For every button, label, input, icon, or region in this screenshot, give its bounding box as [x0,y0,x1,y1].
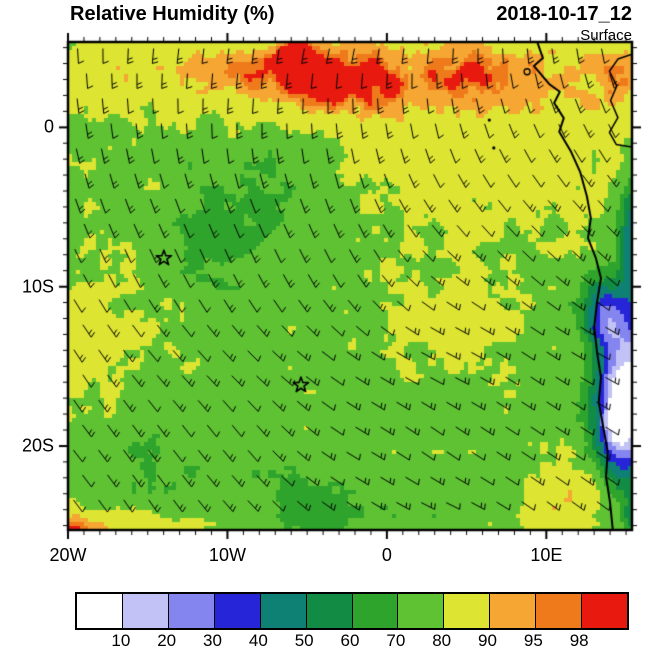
y-tick-label: 0 [43,116,54,137]
colorbar [75,592,629,630]
colorbar-cell [352,594,399,628]
colorbar-tick-label: 10 [111,631,131,650]
colorbar-tick-label: 70 [386,631,406,650]
colorbar-cell [122,594,169,628]
colorbar-tick-label: 98 [569,631,589,650]
colorbar-cell [260,594,307,628]
colorbar-tick-label: 30 [203,631,222,650]
colorbar-tick-label: 80 [432,631,452,650]
y-tick-label: 20S [21,435,54,456]
x-tick-label: 0 [381,545,392,565]
x-tick-label: 10E [530,545,563,565]
colorbar-cell [77,594,123,628]
colorbar-cell [214,594,261,628]
colorbar-tick-label: 95 [523,631,543,650]
colorbar-cell [168,594,215,628]
colorbar-cell [536,594,583,628]
colorbar-cell [582,594,628,628]
colorbar-cell [444,594,491,628]
colorbar-tick-label: 60 [340,631,360,650]
colorbar-tick-label: 90 [478,631,497,650]
colorbar-tick-label: 50 [294,631,314,650]
plot-title: Relative Humidity (%) [70,3,275,25]
x-tick-label: 20W [49,545,87,565]
plot-datetime: 2018-10-17_12 [496,3,632,25]
level-label: Surface [580,27,632,44]
x-tick-label: 10W [208,545,246,565]
colorbar-cell [398,594,445,628]
colorbar-cell [490,594,537,628]
colorbar-tick-label: 40 [248,631,268,650]
y-tick-label: 10S [21,276,54,297]
colorbar-tick-label: 20 [157,631,177,650]
colorbar-cell [306,594,353,628]
